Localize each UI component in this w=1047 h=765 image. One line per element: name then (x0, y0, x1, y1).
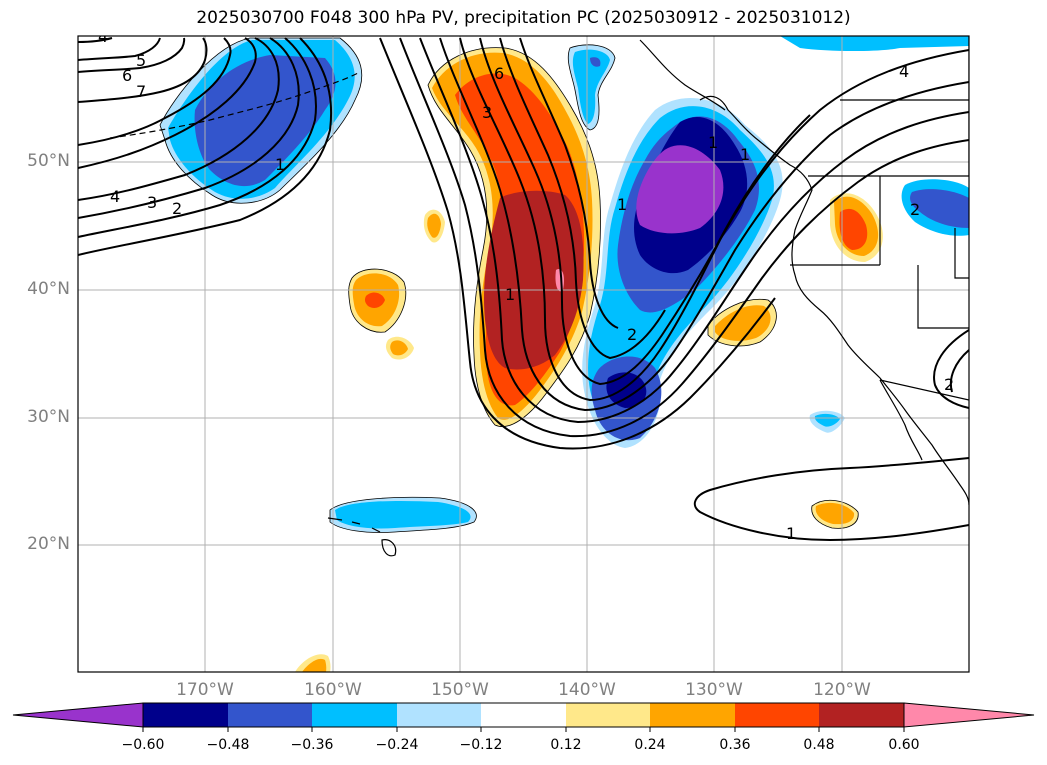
gridlines (78, 36, 969, 672)
map-plot-area: 4 5 6 7 4 3 2 1 6 3 1 2 1 1 1 2 4 1 2 (78, 27, 969, 672)
contour-label: 2 (944, 375, 954, 394)
contour-label: 3 (147, 193, 157, 212)
neg-anomaly-hawaii (330, 497, 477, 533)
lon-label: 160°W (304, 680, 362, 700)
contour-label: 1 (275, 155, 285, 174)
lon-label: 150°W (431, 680, 489, 700)
contour-label: 4 (110, 187, 120, 206)
contour-label: 2 (910, 200, 920, 219)
lon-label: 140°W (558, 680, 616, 700)
colorbar-tick-label: 0.36 (719, 737, 751, 753)
contour-label: 1 (740, 145, 750, 164)
contour-label: 7 (136, 82, 146, 101)
pos-anomaly-small-5 (830, 193, 883, 262)
lat-label: 20°N (27, 534, 70, 554)
neg-anomaly-top (780, 36, 969, 51)
lon-label: 130°W (685, 680, 743, 700)
map-title: 2025030700 F048 300 hPa PV, precipitatio… (196, 8, 851, 28)
contour-label: 4 (899, 62, 909, 81)
pv-contours (78, 37, 969, 542)
contour-label: 1 (786, 524, 796, 543)
neg-anomaly-main-band (582, 98, 783, 448)
colorbar-tick-label: 0.60 (888, 737, 920, 753)
lon-label: 120°W (813, 680, 871, 700)
colorbar-tick-label: 0.48 (803, 737, 835, 753)
pos-anomaly-small-6 (811, 500, 859, 529)
contour-label: 2 (627, 325, 637, 344)
colorbar (12, 702, 1035, 732)
lat-label: 50°N (27, 151, 70, 171)
colorbar-extend-min (12, 702, 144, 728)
neg-anomaly-inland (901, 179, 969, 236)
precip-shading (160, 36, 969, 672)
contour-label: 1 (505, 285, 515, 304)
colorbar-tick-label: −0.48 (206, 737, 250, 753)
pos-anomaly-main-band (428, 47, 601, 427)
contour-label: 6 (494, 64, 504, 83)
neg-anomaly-baja (809, 410, 845, 433)
colorbar-tick-label: −0.24 (375, 737, 419, 753)
pos-anomaly-small-7 (295, 654, 331, 672)
colorbar-tick-label: 0.24 (634, 737, 666, 753)
pos-anomaly-small-2 (348, 269, 406, 333)
contour-label: 1 (708, 133, 718, 152)
contour-label: 3 (482, 103, 492, 122)
map-frame (77, 35, 970, 673)
lat-label: 30°N (27, 407, 70, 427)
pos-anomaly-small-3 (385, 336, 414, 360)
colorbar-tick-label: −0.12 (459, 737, 503, 753)
colorbar-tick-label: −0.36 (290, 737, 334, 753)
pos-anomaly-small-4 (708, 299, 777, 346)
contour-label: 6 (122, 66, 132, 85)
lat-label: 40°N (27, 279, 70, 299)
neg-anomaly-gulf (568, 44, 615, 130)
contour-label-group: 4 5 6 7 4 3 2 1 6 3 1 2 1 1 1 2 4 1 2 (98, 27, 954, 543)
contour-label: 4 (98, 27, 108, 46)
lon-label: 170°W (176, 680, 234, 700)
contour-label: 5 (136, 51, 146, 70)
colorbar-extend-max (903, 702, 1035, 728)
contour-label: 1 (617, 195, 627, 214)
colorbar-tick-label: 0.12 (550, 737, 582, 753)
pos-anomaly-small-1 (423, 209, 445, 243)
contour-label: 2 (172, 199, 182, 218)
colorbar-tick-label: −0.60 (121, 737, 165, 753)
